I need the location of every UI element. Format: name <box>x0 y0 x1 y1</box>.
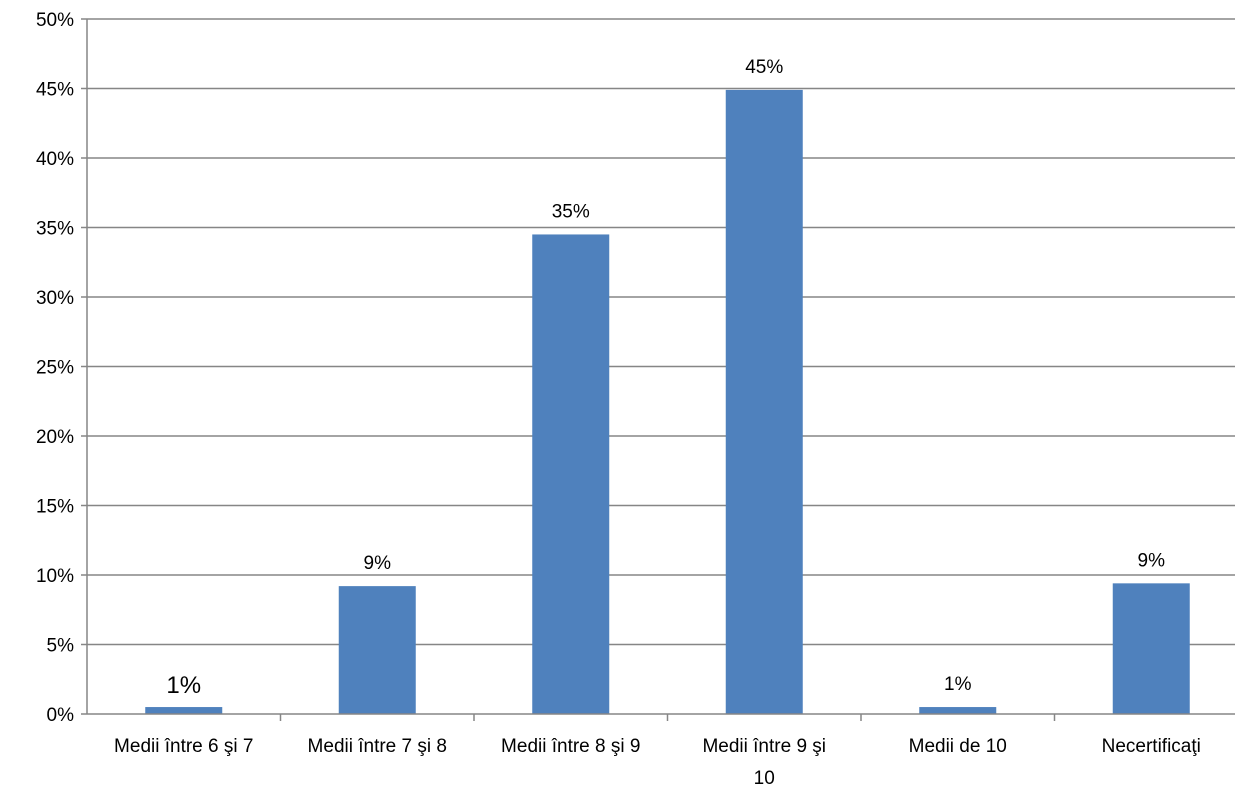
data-labels: 1% 9% 35% 45% 1% 9% <box>166 57 1165 699</box>
y-tick-labels: 0% 5% 10% 15% 20% 25% 30% 35% 40% 45% 50% <box>36 10 74 726</box>
bars <box>145 89 1190 714</box>
y-tick-label: 20% <box>36 427 74 448</box>
bar <box>919 707 997 714</box>
y-tick-label: 50% <box>36 10 74 31</box>
axes <box>81 18 1235 721</box>
bar <box>145 707 223 714</box>
x-tick-label: Medii între 9 şi <box>702 736 826 757</box>
data-label: 9% <box>364 553 392 574</box>
y-tick-label: 15% <box>36 497 74 518</box>
y-tick-label: 25% <box>36 358 74 379</box>
x-tick-label: Necertificaţi <box>1102 736 1201 757</box>
y-tick-label: 35% <box>36 219 74 240</box>
y-tick-label: 45% <box>36 80 74 101</box>
x-tick-label: Medii între 6 şi 7 <box>114 736 253 757</box>
y-tick-label: 5% <box>47 636 75 657</box>
y-tick-label: 0% <box>47 705 75 726</box>
x-tick-labels: Medii între 6 şi 7 Medii între 7 şi 8 Medi… <box>114 736 1201 789</box>
data-label: 1% <box>944 674 972 695</box>
data-label: 35% <box>552 201 590 222</box>
x-tick-label: 10 <box>754 768 775 789</box>
bar <box>1112 583 1190 714</box>
gridlines <box>87 18 1235 646</box>
x-tick-label: Medii între 8 şi 9 <box>501 736 640 757</box>
data-label: 1% <box>166 672 201 699</box>
y-tick-label: 30% <box>36 288 74 309</box>
x-tick-label: Medii de 10 <box>909 736 1007 757</box>
y-tick-label: 40% <box>36 149 74 170</box>
y-tick-label: 10% <box>36 566 74 587</box>
x-tick-label: Medii între 7 şi 8 <box>308 736 447 757</box>
data-label: 9% <box>1138 550 1166 571</box>
bar <box>532 234 610 714</box>
bar <box>338 586 416 714</box>
data-label: 45% <box>745 57 783 78</box>
bar <box>725 89 803 714</box>
